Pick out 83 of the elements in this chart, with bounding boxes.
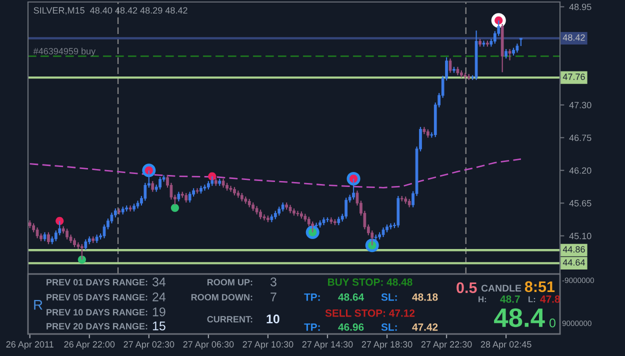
x-tick-label: 27 Apr 14:30	[302, 341, 353, 350]
annotation: 47.42	[412, 323, 438, 331]
annotation: 48.7	[500, 295, 520, 303]
annotation: 48.64	[338, 293, 364, 301]
point	[170, 204, 179, 212]
text: L:	[528, 296, 536, 302]
y-tick-label: 46.75	[569, 134, 592, 142]
y-tick-label: 46.20	[569, 167, 592, 174]
x-tick-label: 27 Apr 18:30	[362, 341, 412, 350]
annotation: 48.4	[494, 308, 545, 328]
annotation: PREV 05 DAYS RANGE:	[46, 294, 148, 300]
annotation: 10	[266, 314, 280, 324]
ref-line-label: 47.76	[562, 74, 585, 80]
x-tick-label: 28 Apr 02:45	[480, 341, 532, 350]
text: 47.8	[540, 295, 560, 303]
y-tick-label: 45.65	[569, 200, 592, 206]
annotation: 7	[270, 292, 276, 302]
candlestick	[311, 220, 314, 233]
candlestick	[151, 180, 154, 192]
annotation: 48.18	[412, 293, 438, 301]
annotation: PREV 10 DAYS RANGE:	[46, 309, 148, 316]
annotation: 15	[152, 322, 166, 330]
x-tick-label: 27 Apr 06:30	[183, 341, 234, 350]
candlestick	[158, 176, 162, 190]
candlestick	[504, 48, 508, 60]
text: 0	[549, 318, 556, 328]
text: 8:51	[524, 281, 555, 292]
candlestick	[203, 184, 206, 192]
x-tick-label: 27 Apr 10:30	[242, 341, 294, 350]
annotation: SELL STOP: 47.12	[325, 309, 415, 317]
candlestick	[210, 176, 214, 186]
candlestick	[296, 210, 300, 217]
ref-line-label: 44.64	[562, 259, 585, 266]
candlestick	[66, 228, 68, 240]
x-tick-label: 27 Apr 22:30	[421, 341, 472, 350]
annotation: ROOM DOWN:	[191, 294, 252, 300]
candlestick	[196, 188, 199, 194]
annotation: SL:	[381, 293, 397, 301]
annotation: H:	[478, 296, 486, 302]
annotation: 24	[152, 292, 166, 302]
y-tick-label: 45.10	[569, 232, 592, 240]
ref-line-label: 44.86	[562, 246, 585, 253]
x-tick-label: 26 Apr 2011	[6, 341, 54, 350]
candlestick	[144, 182, 147, 202]
ref-line-label: 48.42	[562, 34, 585, 41]
annotation: PREV 20 DAYS RANGE:	[46, 323, 148, 330]
line-series	[29, 158, 522, 188]
annotation: PREV 01 DAYS RANGE:	[46, 279, 148, 286]
ref-line-label: #46394959 buy	[33, 48, 96, 56]
annotation: R	[34, 300, 42, 310]
candlestick	[344, 197, 348, 220]
annotation: TP:	[304, 324, 320, 331]
point	[56, 216, 64, 225]
candlestick	[47, 232, 50, 245]
x-tick-label: 26 Apr 22:00	[64, 341, 115, 350]
annotation: 19	[152, 308, 166, 316]
annotation: 3	[270, 278, 276, 286]
candlestick	[389, 222, 392, 230]
candlestick	[262, 214, 266, 221]
candlestick	[36, 226, 39, 239]
candlestick	[259, 209, 262, 220]
y-tick-label: 48.95	[569, 4, 592, 10]
annotation: BUY STOP: 48.48	[328, 278, 412, 286]
point	[78, 256, 86, 264]
x-tick-label: 27 Apr 02:30	[124, 341, 174, 350]
candlestick	[177, 191, 180, 202]
candlestick	[508, 48, 512, 61]
annotation: 46.96	[338, 323, 364, 331]
annotation: CURRENT:	[207, 316, 252, 322]
candlestick	[352, 178, 355, 200]
candlestick	[382, 226, 385, 238]
annotation: SL:	[381, 323, 397, 331]
candlestick	[84, 238, 88, 251]
annotation: 0.5	[456, 282, 477, 294]
candlestick	[188, 191, 192, 204]
annotation: 34	[152, 278, 166, 286]
candlestick	[80, 244, 84, 260]
annotation: CANDLE	[481, 284, 522, 292]
candlestick	[482, 40, 486, 48]
y-tick-label: 47.30	[569, 102, 592, 108]
annotation: TP:	[304, 294, 320, 301]
candlestick	[184, 192, 188, 204]
annotation: ROOM UP:	[207, 279, 252, 286]
